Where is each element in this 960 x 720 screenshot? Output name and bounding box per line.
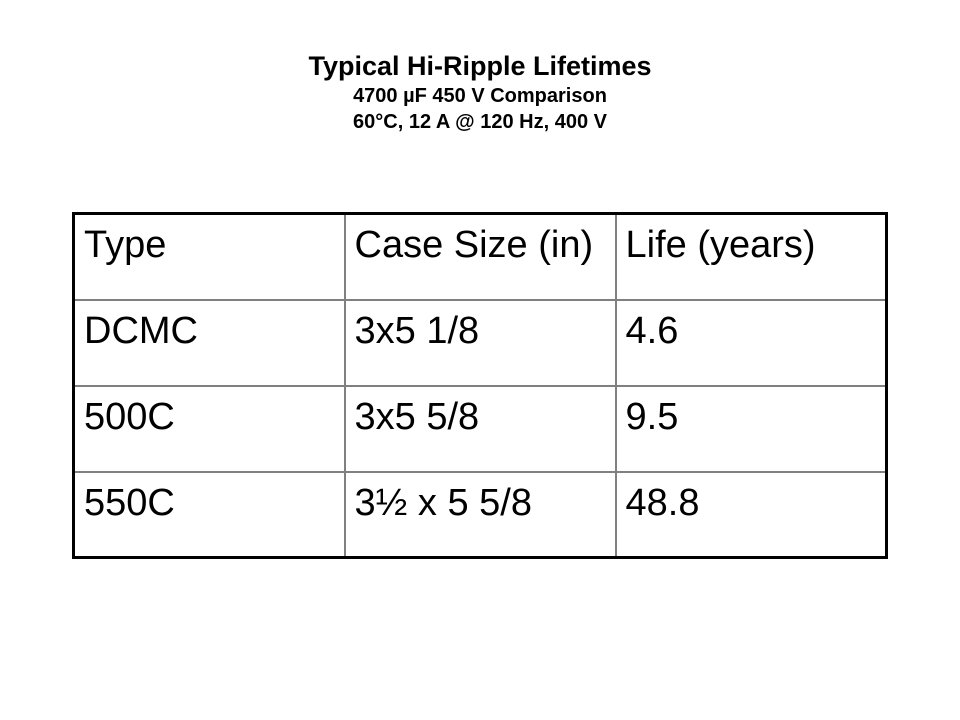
cell-life: 9.5: [614, 384, 888, 473]
table-row: 550C 3½ x 5 5/8 48.8: [72, 470, 888, 559]
cell-case-size: 3x5 1/8: [343, 298, 617, 387]
cell-type: 550C: [72, 470, 346, 559]
slide-subtitle-comparison: 4700 µF 450 V Comparison: [353, 85, 607, 107]
cell-life: 48.8: [614, 470, 888, 559]
column-header-life: Life (years): [614, 212, 888, 301]
column-header-type: Type: [72, 212, 346, 301]
column-header-case-size: Case Size (in): [343, 212, 617, 301]
cell-type: 500C: [72, 384, 346, 473]
slide-subtitle-conditions: 60°C, 12 A @ 120 Hz, 400 V: [353, 111, 607, 133]
slide-title: Typical Hi-Ripple Lifetimes: [308, 51, 652, 81]
table-row: DCMC 3x5 1/8 4.6: [72, 298, 888, 387]
lifetimes-table: Type Case Size (in) Life (years) DCMC 3x…: [72, 212, 888, 559]
table-row: 500C 3x5 5/8 9.5: [72, 384, 888, 473]
table-header-row: Type Case Size (in) Life (years): [72, 212, 888, 301]
cell-case-size: 3½ x 5 5/8: [343, 470, 617, 559]
cell-life: 4.6: [614, 298, 888, 387]
cell-type: DCMC: [72, 298, 346, 387]
cell-case-size: 3x5 5/8: [343, 384, 617, 473]
title-block: Typical Hi-Ripple Lifetimes 4700 µF 450 …: [0, 50, 960, 135]
